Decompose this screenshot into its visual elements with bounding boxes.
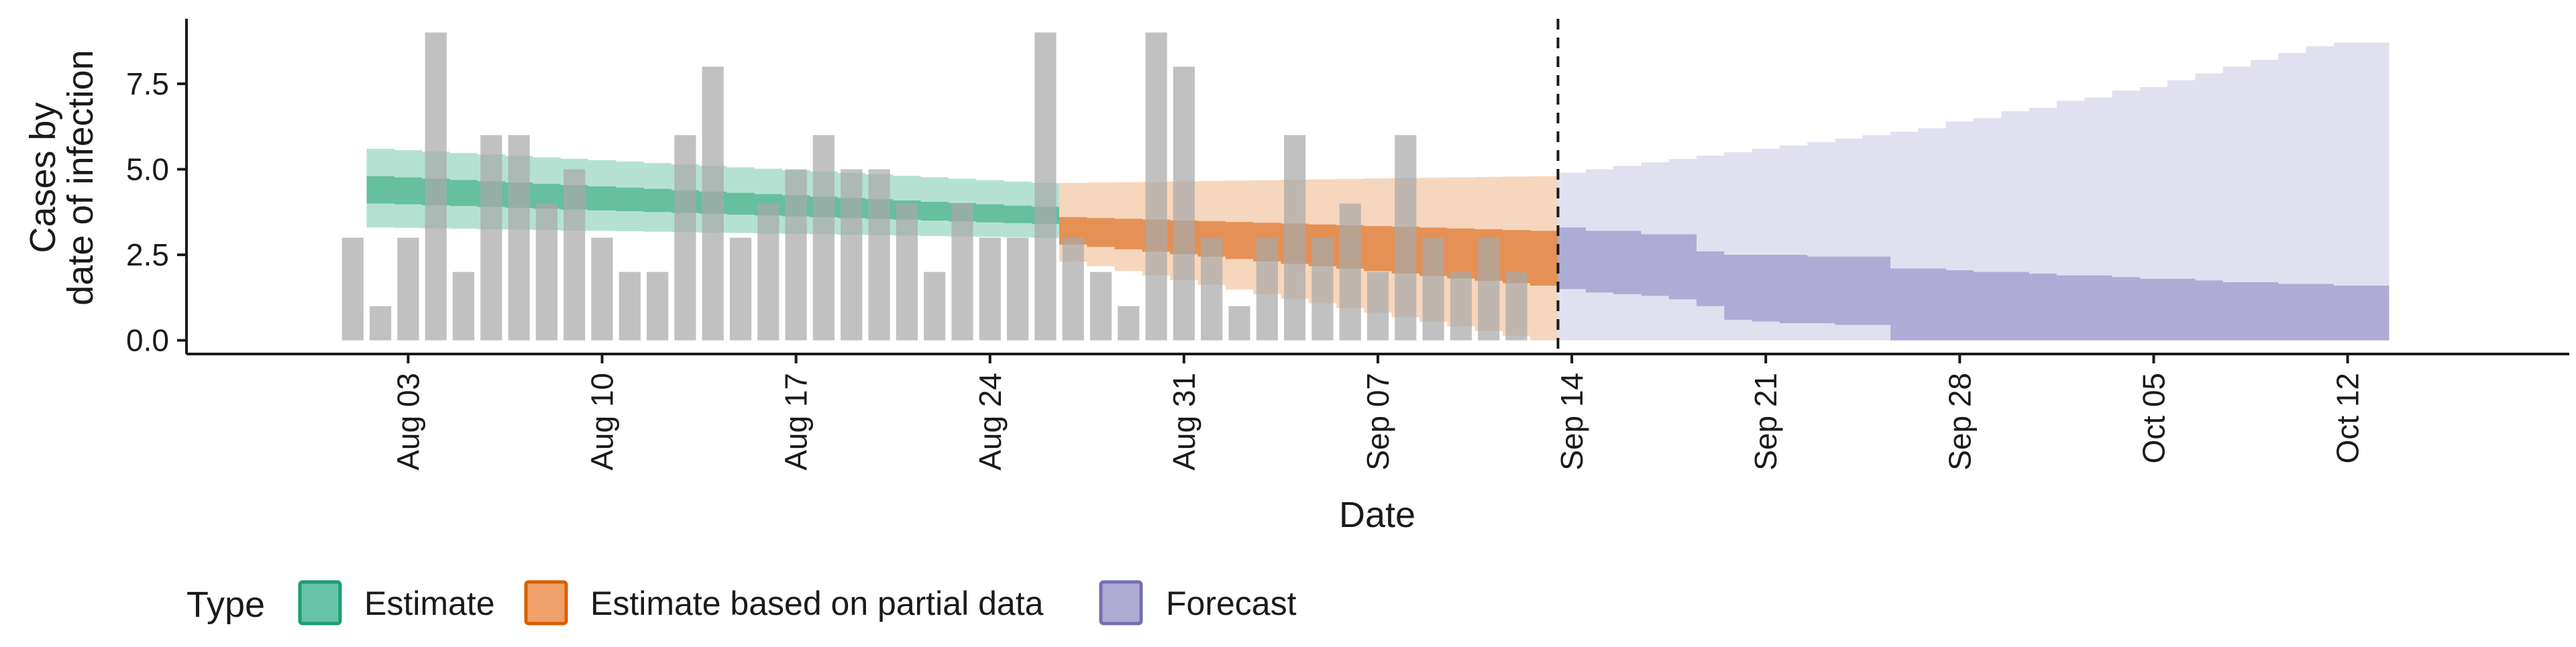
bar <box>674 135 696 341</box>
bar <box>1366 272 1389 341</box>
bar <box>1007 237 1029 341</box>
bar <box>452 272 475 341</box>
bar <box>564 169 586 341</box>
bar <box>1228 306 1250 341</box>
legend-swatch-estimate <box>298 580 342 626</box>
bar <box>924 272 946 341</box>
bar <box>841 169 863 341</box>
x-tick-label: Sep 07 <box>1360 373 1395 471</box>
bar <box>370 306 392 341</box>
x-tick-label: Aug 24 <box>973 373 1008 471</box>
bar <box>1450 272 1472 341</box>
bar <box>1089 272 1112 341</box>
bar <box>1256 237 1278 341</box>
x-tick-label: Aug 03 <box>390 373 425 471</box>
bar <box>1422 237 1444 341</box>
bar <box>785 169 807 341</box>
bar <box>868 169 890 341</box>
legend-label-partial: Estimate based on partial data <box>590 585 1044 622</box>
legend-label-forecast: Forecast <box>1166 585 1297 622</box>
bar <box>1311 237 1334 341</box>
bar <box>729 237 752 341</box>
bar <box>535 203 557 341</box>
bar <box>508 135 530 341</box>
x-tick-label: Sep 14 <box>1554 373 1589 471</box>
bar <box>1034 32 1057 341</box>
x-tick-label: Aug 17 <box>779 373 814 471</box>
bar <box>757 203 780 341</box>
bar <box>1339 203 1361 341</box>
legend-swatch-partial <box>524 580 568 626</box>
x-tick-label: Sep 21 <box>1748 373 1783 471</box>
bar <box>619 272 641 341</box>
y-tick-label: 7.5 <box>126 66 169 101</box>
bar <box>1478 237 1500 341</box>
bar <box>397 237 419 341</box>
x-tick-label: Sep 28 <box>1942 373 1977 471</box>
y-tick-label: 0.0 <box>126 323 169 358</box>
x-tick-label: Oct 05 <box>2137 373 2171 464</box>
bar <box>1505 272 1527 341</box>
ribbon-inner-2 <box>1558 227 2390 341</box>
x-tick-label: Aug 10 <box>585 373 620 471</box>
bar <box>1118 306 1140 341</box>
bar <box>480 135 502 341</box>
bar <box>341 237 364 341</box>
x-axis-title: Date <box>1339 495 1415 535</box>
bar <box>1284 135 1306 341</box>
legend-title: Type <box>186 585 265 625</box>
y-axis-title-line-2: date of infection <box>60 50 101 305</box>
bar <box>896 203 918 341</box>
x-tick-label: Aug 31 <box>1167 373 1201 471</box>
bar-layer <box>341 32 1527 341</box>
bar <box>812 135 835 341</box>
bar <box>647 272 669 341</box>
legend-swatch-forecast <box>1099 580 1143 626</box>
y-ticks: 0.0 2.5 5.0 7.5 <box>126 66 186 358</box>
bar <box>591 237 613 341</box>
y-tick-label: 2.5 <box>126 237 169 272</box>
y-axis-title-line-1: Cases by <box>23 102 63 253</box>
bar <box>702 66 724 341</box>
x-ticks: Aug 03 Aug 10 Aug 17 Aug 24 Aug 31 Sep 07 Sep … <box>390 354 2365 471</box>
bar <box>1395 135 1417 341</box>
bar <box>425 32 447 341</box>
bar <box>1173 66 1195 341</box>
x-tick-label: Oct 12 <box>2330 373 2365 464</box>
legend-label-estimate: Estimate <box>364 585 495 622</box>
legend: Type Estimate Estimate based on partial … <box>186 580 1297 626</box>
bar <box>951 203 973 341</box>
bar <box>1201 237 1223 341</box>
bar <box>979 237 1001 341</box>
bar <box>1145 32 1167 341</box>
y-tick-label: 5.0 <box>126 152 169 186</box>
bar <box>1062 237 1084 341</box>
